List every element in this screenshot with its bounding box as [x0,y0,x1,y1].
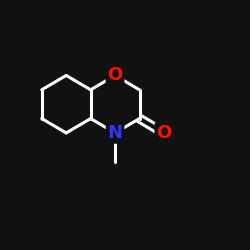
Text: O: O [108,66,123,84]
Text: O: O [156,124,172,142]
Text: N: N [108,124,122,142]
